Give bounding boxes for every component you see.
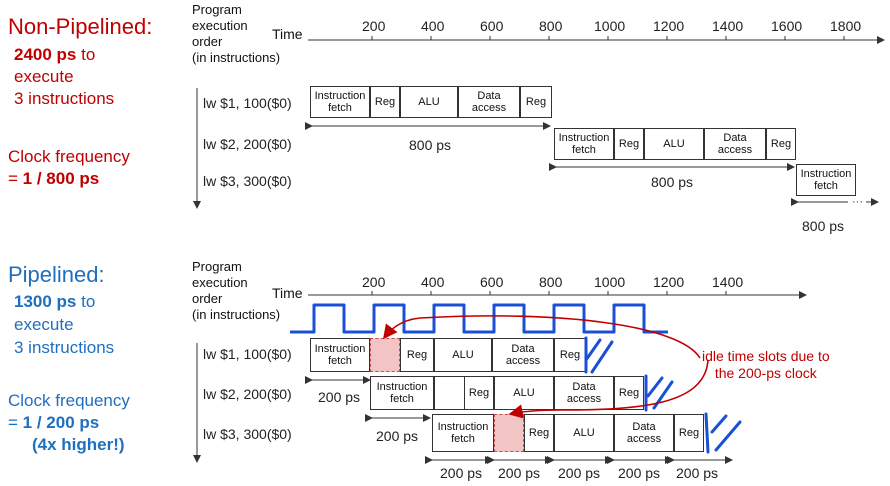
np-axis-title-line: Program bbox=[192, 2, 242, 17]
np-i1-fetch: Instruction fetch bbox=[310, 86, 370, 118]
p-i3-reg-read: Reg bbox=[524, 414, 554, 452]
p-i2-fetch: Instruction fetch bbox=[370, 376, 434, 410]
p-axis-title-line: order bbox=[192, 291, 223, 306]
idle-note-line: the 200-ps clock bbox=[714, 365, 817, 381]
p-tick-label: 1400 bbox=[712, 274, 744, 290]
p-i1-idle-slot bbox=[370, 338, 400, 372]
pipelined-line2: execute bbox=[14, 315, 74, 334]
np-duration-3: 800 ps bbox=[802, 218, 845, 234]
np-i1-reg-read: Reg bbox=[370, 86, 400, 118]
p-tick-label: 1200 bbox=[653, 274, 685, 290]
p-axis-title-line: (in instructions) bbox=[192, 307, 281, 322]
np-i3-fetch: Instruction fetch bbox=[796, 164, 856, 196]
non-pipelined-line2: execute bbox=[14, 67, 74, 86]
p-tick-label: 400 bbox=[421, 274, 445, 290]
np-i2-fetch: Instruction fetch bbox=[554, 128, 614, 160]
p-tick-label: 600 bbox=[480, 274, 504, 290]
np-i2-data-access: Data access bbox=[704, 128, 766, 160]
p-i2-reg-write: Reg bbox=[614, 376, 644, 410]
np-axis-title-line: (in instructions) bbox=[192, 50, 281, 65]
np-instruction-3: lw $3, 300($0) bbox=[203, 173, 292, 189]
np-tick-label: 1800 bbox=[830, 18, 862, 34]
np-i2-reg-read: Reg bbox=[614, 128, 644, 160]
p-i1-alu: ALU bbox=[434, 338, 492, 372]
np-tick-label: 200 bbox=[362, 18, 386, 34]
np-tick-label: 800 bbox=[539, 18, 563, 34]
p-axis-title: Program execution order (in instructions… bbox=[192, 259, 280, 323]
np-duration-2: 800 ps bbox=[651, 174, 694, 190]
p-instruction-2: lw $2, 200($0) bbox=[203, 386, 292, 402]
np-i2-alu: ALU bbox=[644, 128, 704, 160]
p-axis-title-line: Program bbox=[192, 259, 242, 274]
p-tick-label: 200 bbox=[362, 274, 386, 290]
p-bottom-duration: 200 ps bbox=[440, 465, 483, 481]
p-i3-data-access: Data access bbox=[614, 414, 674, 452]
non-pipelined-clock-value: 1 / 800 ps bbox=[22, 169, 100, 188]
np-tick-label: 1200 bbox=[653, 18, 685, 34]
pipelined-clock-prefix: = bbox=[8, 413, 18, 432]
np-tick-label: 600 bbox=[480, 18, 504, 34]
np-time-label: Time bbox=[272, 26, 303, 42]
pipelined-time-suffix: to bbox=[81, 292, 96, 311]
p-tick-label: 800 bbox=[539, 274, 563, 290]
np-tick-label: 1600 bbox=[771, 18, 803, 34]
np-axis-title-line: execution bbox=[192, 18, 248, 33]
p-bottom-duration: 200 ps bbox=[618, 465, 661, 481]
p-i1-fetch: Instruction fetch bbox=[310, 338, 370, 372]
p-time-label: Time bbox=[272, 285, 303, 301]
p-i2-data-access: Data access bbox=[554, 376, 614, 410]
p-instruction-3: lw $3, 300($0) bbox=[203, 426, 292, 442]
p-bottom-duration: 200 ps bbox=[498, 465, 541, 481]
p-i3-fetch: Instruction fetch bbox=[432, 414, 494, 452]
non-pipelined-time: 2400 ps to bbox=[14, 44, 95, 65]
non-pipelined-time-suffix: to bbox=[81, 45, 96, 64]
pipelined-time: 1300 ps to bbox=[14, 291, 95, 312]
p-bottom-duration: 200 ps bbox=[558, 465, 601, 481]
p-i1-reg-write: Reg bbox=[554, 338, 586, 372]
pipelined-clock-label: Clock frequency bbox=[8, 391, 130, 410]
p-axis-title-line: execution bbox=[192, 275, 248, 290]
pipelined-title: Pipelined: bbox=[8, 262, 105, 287]
pipelined-line3: 3 instructions bbox=[14, 338, 115, 357]
p-i3-alu: ALU bbox=[554, 414, 614, 452]
np-i2-reg-write: Reg bbox=[766, 128, 796, 160]
p-i2-reg-read: Reg bbox=[464, 376, 494, 410]
np-duration-1: 800 ps bbox=[409, 137, 452, 153]
p-i2-gap bbox=[434, 376, 464, 410]
np-tick-label: 1400 bbox=[712, 18, 744, 34]
p-i1-reg-read: Reg bbox=[400, 338, 434, 372]
p-left-duration-1: 200 ps bbox=[318, 389, 361, 405]
np-i1-data-access: Data access bbox=[458, 86, 520, 118]
pipelined-clock-value: 1 / 200 ps bbox=[22, 413, 100, 432]
non-pipelined-title: Non-Pipelined: bbox=[8, 14, 153, 39]
non-pipelined-time-value: 2400 ps bbox=[14, 45, 77, 64]
svg-text:···: ··· bbox=[852, 196, 863, 208]
np-axis-title-line: order bbox=[192, 34, 223, 49]
np-i1-reg-write: Reg bbox=[520, 86, 552, 118]
p-tick-label: 1000 bbox=[594, 274, 626, 290]
np-axis-title: Program execution order (in instructions… bbox=[192, 2, 280, 66]
p-left-duration-2: 200 ps bbox=[376, 428, 419, 444]
p-bottom-duration: 200 ps bbox=[676, 465, 719, 481]
non-pipelined-line3: 3 instructions bbox=[14, 89, 115, 108]
p-i3-reg-write: Reg bbox=[674, 414, 704, 452]
np-tick-label: 400 bbox=[421, 18, 445, 34]
idle-note: idle time slots due to the 200-ps clock bbox=[702, 348, 830, 382]
pipelined-clock-note: (4x higher!) bbox=[32, 435, 125, 454]
pipelined-clock: = 1 / 200 ps bbox=[8, 412, 99, 433]
idle-note-line: idle time slots due to bbox=[702, 348, 830, 364]
np-tick-label: 1000 bbox=[594, 18, 626, 34]
np-instruction-1: lw $1, 100($0) bbox=[203, 95, 292, 111]
p-i2-alu: ALU bbox=[494, 376, 554, 410]
np-instruction-2: lw $2, 200($0) bbox=[203, 136, 292, 152]
non-pipelined-clock-prefix: = bbox=[8, 169, 18, 188]
p-instruction-1: lw $1, 100($0) bbox=[203, 346, 292, 362]
non-pipelined-clock: = 1 / 800 ps bbox=[8, 168, 99, 189]
p-i1-data-access: Data access bbox=[492, 338, 554, 372]
np-i1-alu: ALU bbox=[400, 86, 458, 118]
pipelined-time-value: 1300 ps bbox=[14, 292, 77, 311]
non-pipelined-clock-label: Clock frequency bbox=[8, 147, 130, 166]
